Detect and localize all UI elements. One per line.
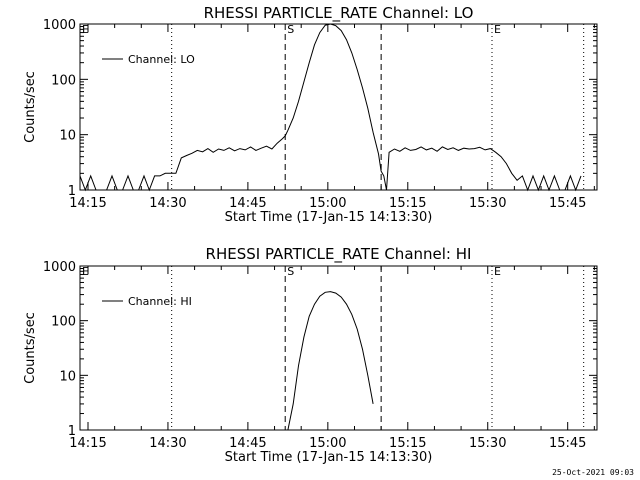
plot-frame	[79, 265, 598, 431]
chart-title: RHESSI PARTICLE_RATE Channel: HI	[206, 245, 472, 264]
time-marker-label: S	[287, 23, 294, 36]
y-tick-label: 100	[51, 73, 76, 88]
x-tick-label: 14:15	[69, 436, 106, 451]
y-tick-label: 1000	[43, 18, 76, 33]
series-line	[79, 23, 582, 192]
y-tick-label: 100	[51, 315, 76, 330]
x-tick-label: 15:30	[469, 196, 506, 211]
time-marker-label: S	[287, 265, 294, 278]
x-tick-label: 15:00	[309, 196, 346, 211]
x-tick-label: 14:15	[69, 196, 106, 211]
x-tick-label: 14:30	[149, 196, 186, 211]
y-tick-label: 1	[68, 424, 76, 439]
x-tick-label: 14:45	[229, 436, 266, 451]
legend-label: Channel: LO	[128, 53, 195, 66]
y-axis-label: Counts/sec	[23, 312, 38, 384]
x-tick-label: 15:00	[309, 436, 346, 451]
y-tick-label: 10	[59, 129, 76, 144]
x-tick-label: 15:45	[549, 436, 586, 451]
legend-label: Channel: HI	[128, 295, 192, 308]
chart-panel-1: RHESSI PARTICLE_RATE Channel: LO 1 10 100 10…	[23, 4, 598, 225]
axis-edge-mark: E	[82, 23, 89, 36]
plot-frame	[79, 23, 598, 191]
axis-edge-mark: E	[82, 265, 89, 278]
x-axis-label: Start Time (17-Jan-15 14:13:30)	[225, 450, 433, 465]
x-tick-label: 14:45	[229, 196, 266, 211]
footer-timestamp: 25-Oct-2021 09:03	[552, 468, 634, 477]
x-tick-label: 15:15	[389, 196, 426, 211]
y-tick-label: 1	[68, 184, 76, 199]
x-axis-label: Start Time (17-Jan-15 14:13:30)	[225, 210, 433, 225]
x-tick-label: 15:45	[549, 196, 586, 211]
x-tick-label: 15:30	[469, 436, 506, 451]
series-line	[287, 291, 374, 431]
chart-title: RHESSI PARTICLE_RATE Channel: LO	[204, 4, 474, 23]
y-tick-label: 1000	[43, 260, 76, 275]
chart-panel-2: RHESSI PARTICLE_RATE Channel: HI 1 10 100 10…	[23, 245, 598, 465]
time-marker-label: E	[494, 265, 501, 278]
x-tick-label: 15:15	[389, 436, 426, 451]
y-axis-label: Counts/sec	[23, 71, 38, 143]
y-tick-label: 10	[59, 369, 76, 384]
x-tick-label: 14:30	[149, 436, 186, 451]
time-marker-label: E	[494, 23, 501, 36]
